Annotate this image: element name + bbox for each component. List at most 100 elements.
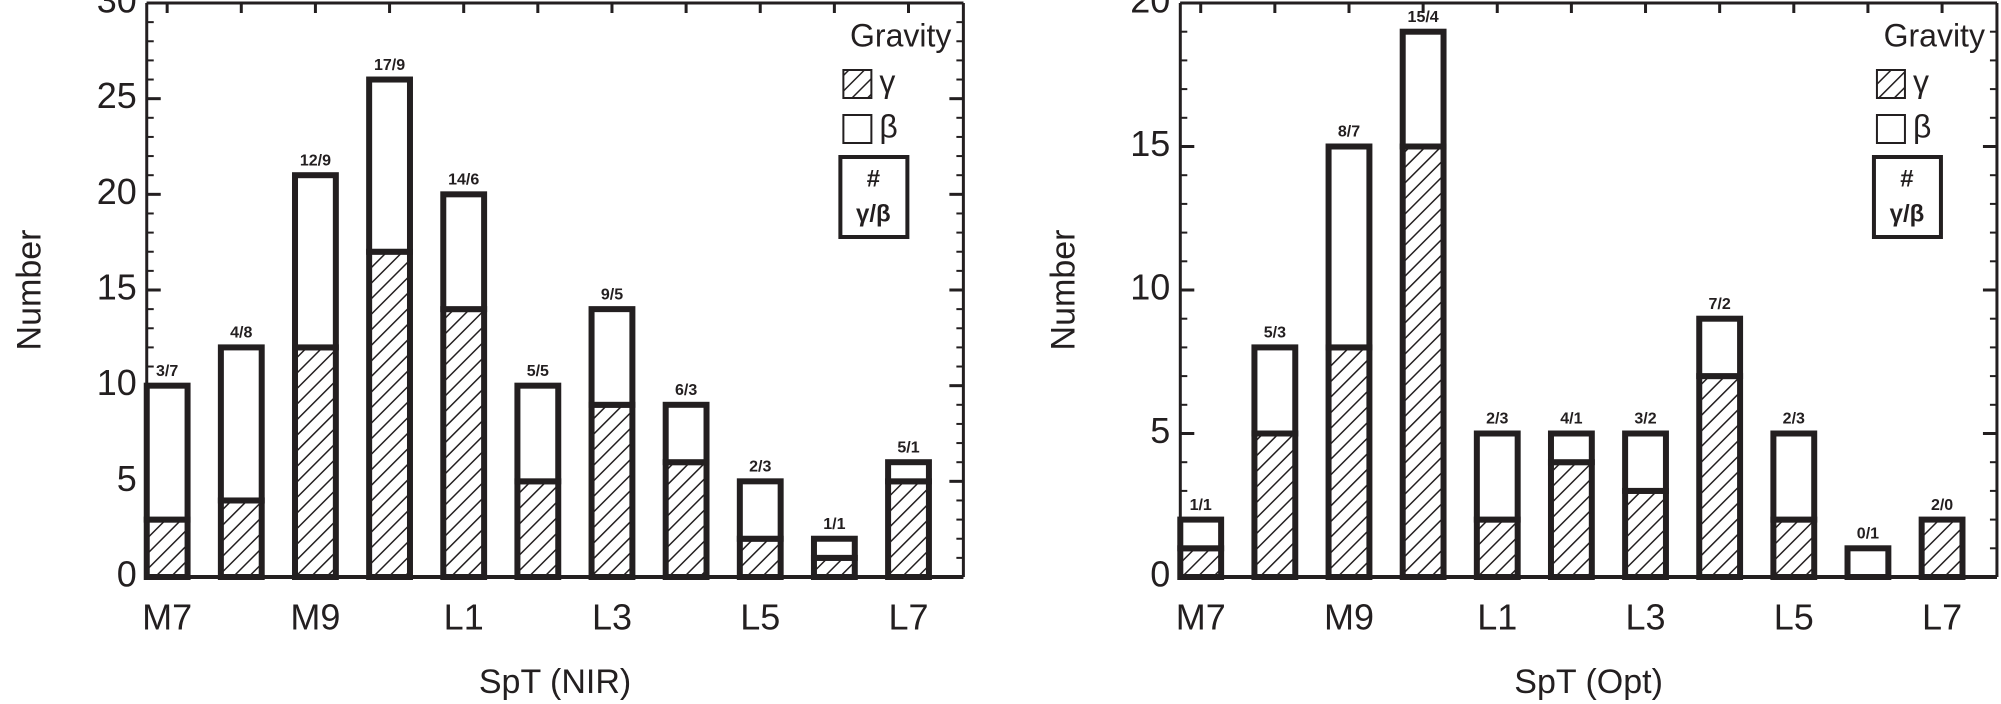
y-axis-label: Number [11,230,49,351]
bar-segment [1399,143,1447,580]
y-axis-label: Number [1044,230,1082,351]
x-tick-label: L1 [1477,597,1517,638]
legend-note: γ/β [1890,200,1925,227]
bar-segment [1399,28,1447,150]
bar-segment [1622,487,1669,580]
bar-segment [1696,315,1744,380]
bar-segment [217,497,265,581]
bar-segment [1325,143,1373,351]
x-tick-label: M9 [290,597,340,638]
bar-segment [292,172,339,351]
bar-segment [662,459,710,581]
bar-segment [588,401,636,580]
legend-label: β [879,108,897,144]
bar-segment [736,478,784,542]
value-label: 9/5 [601,286,623,303]
y-tick-label: 10 [97,362,137,403]
value-label: 3/2 [1634,411,1656,428]
legend-label: γ [1913,63,1929,99]
bar-segment [1473,430,1521,523]
value-label: 7/2 [1709,296,1731,313]
value-label: 12/9 [300,152,331,169]
value-label: 1/1 [823,516,845,533]
bar-segment [1177,545,1225,580]
bar-segment [1251,430,1299,580]
legend-label: γ [879,63,895,99]
bar-segment [217,344,265,504]
legend-note: γ/β [856,200,891,227]
value-label: 2/3 [749,459,771,476]
value-label: 0/1 [1857,526,1879,543]
bar-segment [143,382,191,523]
bar-segment [1622,430,1669,494]
bar-segment [1251,344,1299,437]
value-label: 14/6 [448,172,479,189]
x-axis-label: SpT (NIR) [479,663,631,701]
bar-segment [366,248,413,580]
bar-segment [1547,459,1595,581]
legend-note-box [838,155,910,239]
y-tick-label: 15 [1130,123,1170,164]
chart: 0 5 10 15 20 M7 1/1 5/3 M9 8/7 15/4 L1 2/3 4/1 L3 3/2 7/… [1044,0,1999,701]
value-label: 6/3 [675,382,697,399]
x-tick-label: L1 [444,597,484,638]
bar-segment [736,535,784,581]
x-tick-label: M7 [1176,597,1226,638]
value-label: 5/5 [527,363,549,380]
legend-swatch [842,69,873,99]
bar-segment [514,478,562,581]
bar-segment [588,306,636,408]
bar-segment [1770,430,1818,523]
bar-segment [1696,373,1744,580]
value-label: 2/3 [1486,411,1508,428]
value-label: 5/1 [897,439,919,456]
bar-segment [885,478,932,581]
y-tick-label: 30 [97,0,137,21]
value-label: 2/0 [1931,497,1953,514]
y-tick-label: 0 [117,554,137,595]
x-tick-label: L5 [740,597,780,638]
y-tick-label: 20 [97,171,137,212]
x-tick-label: L7 [888,597,928,638]
legend-label: β [1913,108,1931,144]
value-label: 3/7 [156,363,178,380]
bar-segment [1473,516,1521,580]
value-label: 8/7 [1338,124,1360,141]
bar-segment [1325,344,1373,580]
x-tick-label: L3 [592,597,632,638]
y-tick-label: 5 [1150,410,1170,451]
value-label: 15/4 [1408,9,1439,26]
x-tick-label: L7 [1922,597,1962,638]
bar-segment [514,382,562,485]
bar-segment [1844,545,1892,580]
legend-swatch [1875,69,1906,99]
legend-note: # [867,165,880,192]
bar-segment [292,344,339,580]
bar-segment [1918,516,1966,580]
y-tick-label: 10 [1130,267,1170,308]
legend-note-box [1871,155,1943,239]
bar-segment [810,535,858,561]
x-tick-label: M9 [1324,597,1374,638]
value-label: 5/3 [1264,325,1286,342]
y-tick-label: 5 [117,458,137,499]
value-label: 4/8 [230,325,252,342]
legend-title: Gravity [850,17,951,53]
chart: 0 5 10 15 20 25 30 M7 3/7 4/8 M9 12/9 17/9 L1 14/6 5/5 L… [11,0,965,701]
bar-segment [1547,430,1595,466]
x-tick-label: M7 [142,597,192,638]
value-label: 17/9 [374,57,405,74]
value-label: 2/3 [1783,411,1805,428]
y-tick-label: 20 [1130,0,1170,21]
bar-segment [885,459,932,485]
x-tick-label: L3 [1626,597,1666,638]
value-label: 1/1 [1190,497,1212,514]
legend-swatch [842,114,873,144]
bar-segment [366,76,413,255]
legend-swatch [1875,114,1906,144]
bar-segment [143,516,191,580]
value-label: 4/1 [1560,411,1582,428]
bar-segment [1770,516,1818,580]
y-tick-label: 15 [97,267,137,308]
